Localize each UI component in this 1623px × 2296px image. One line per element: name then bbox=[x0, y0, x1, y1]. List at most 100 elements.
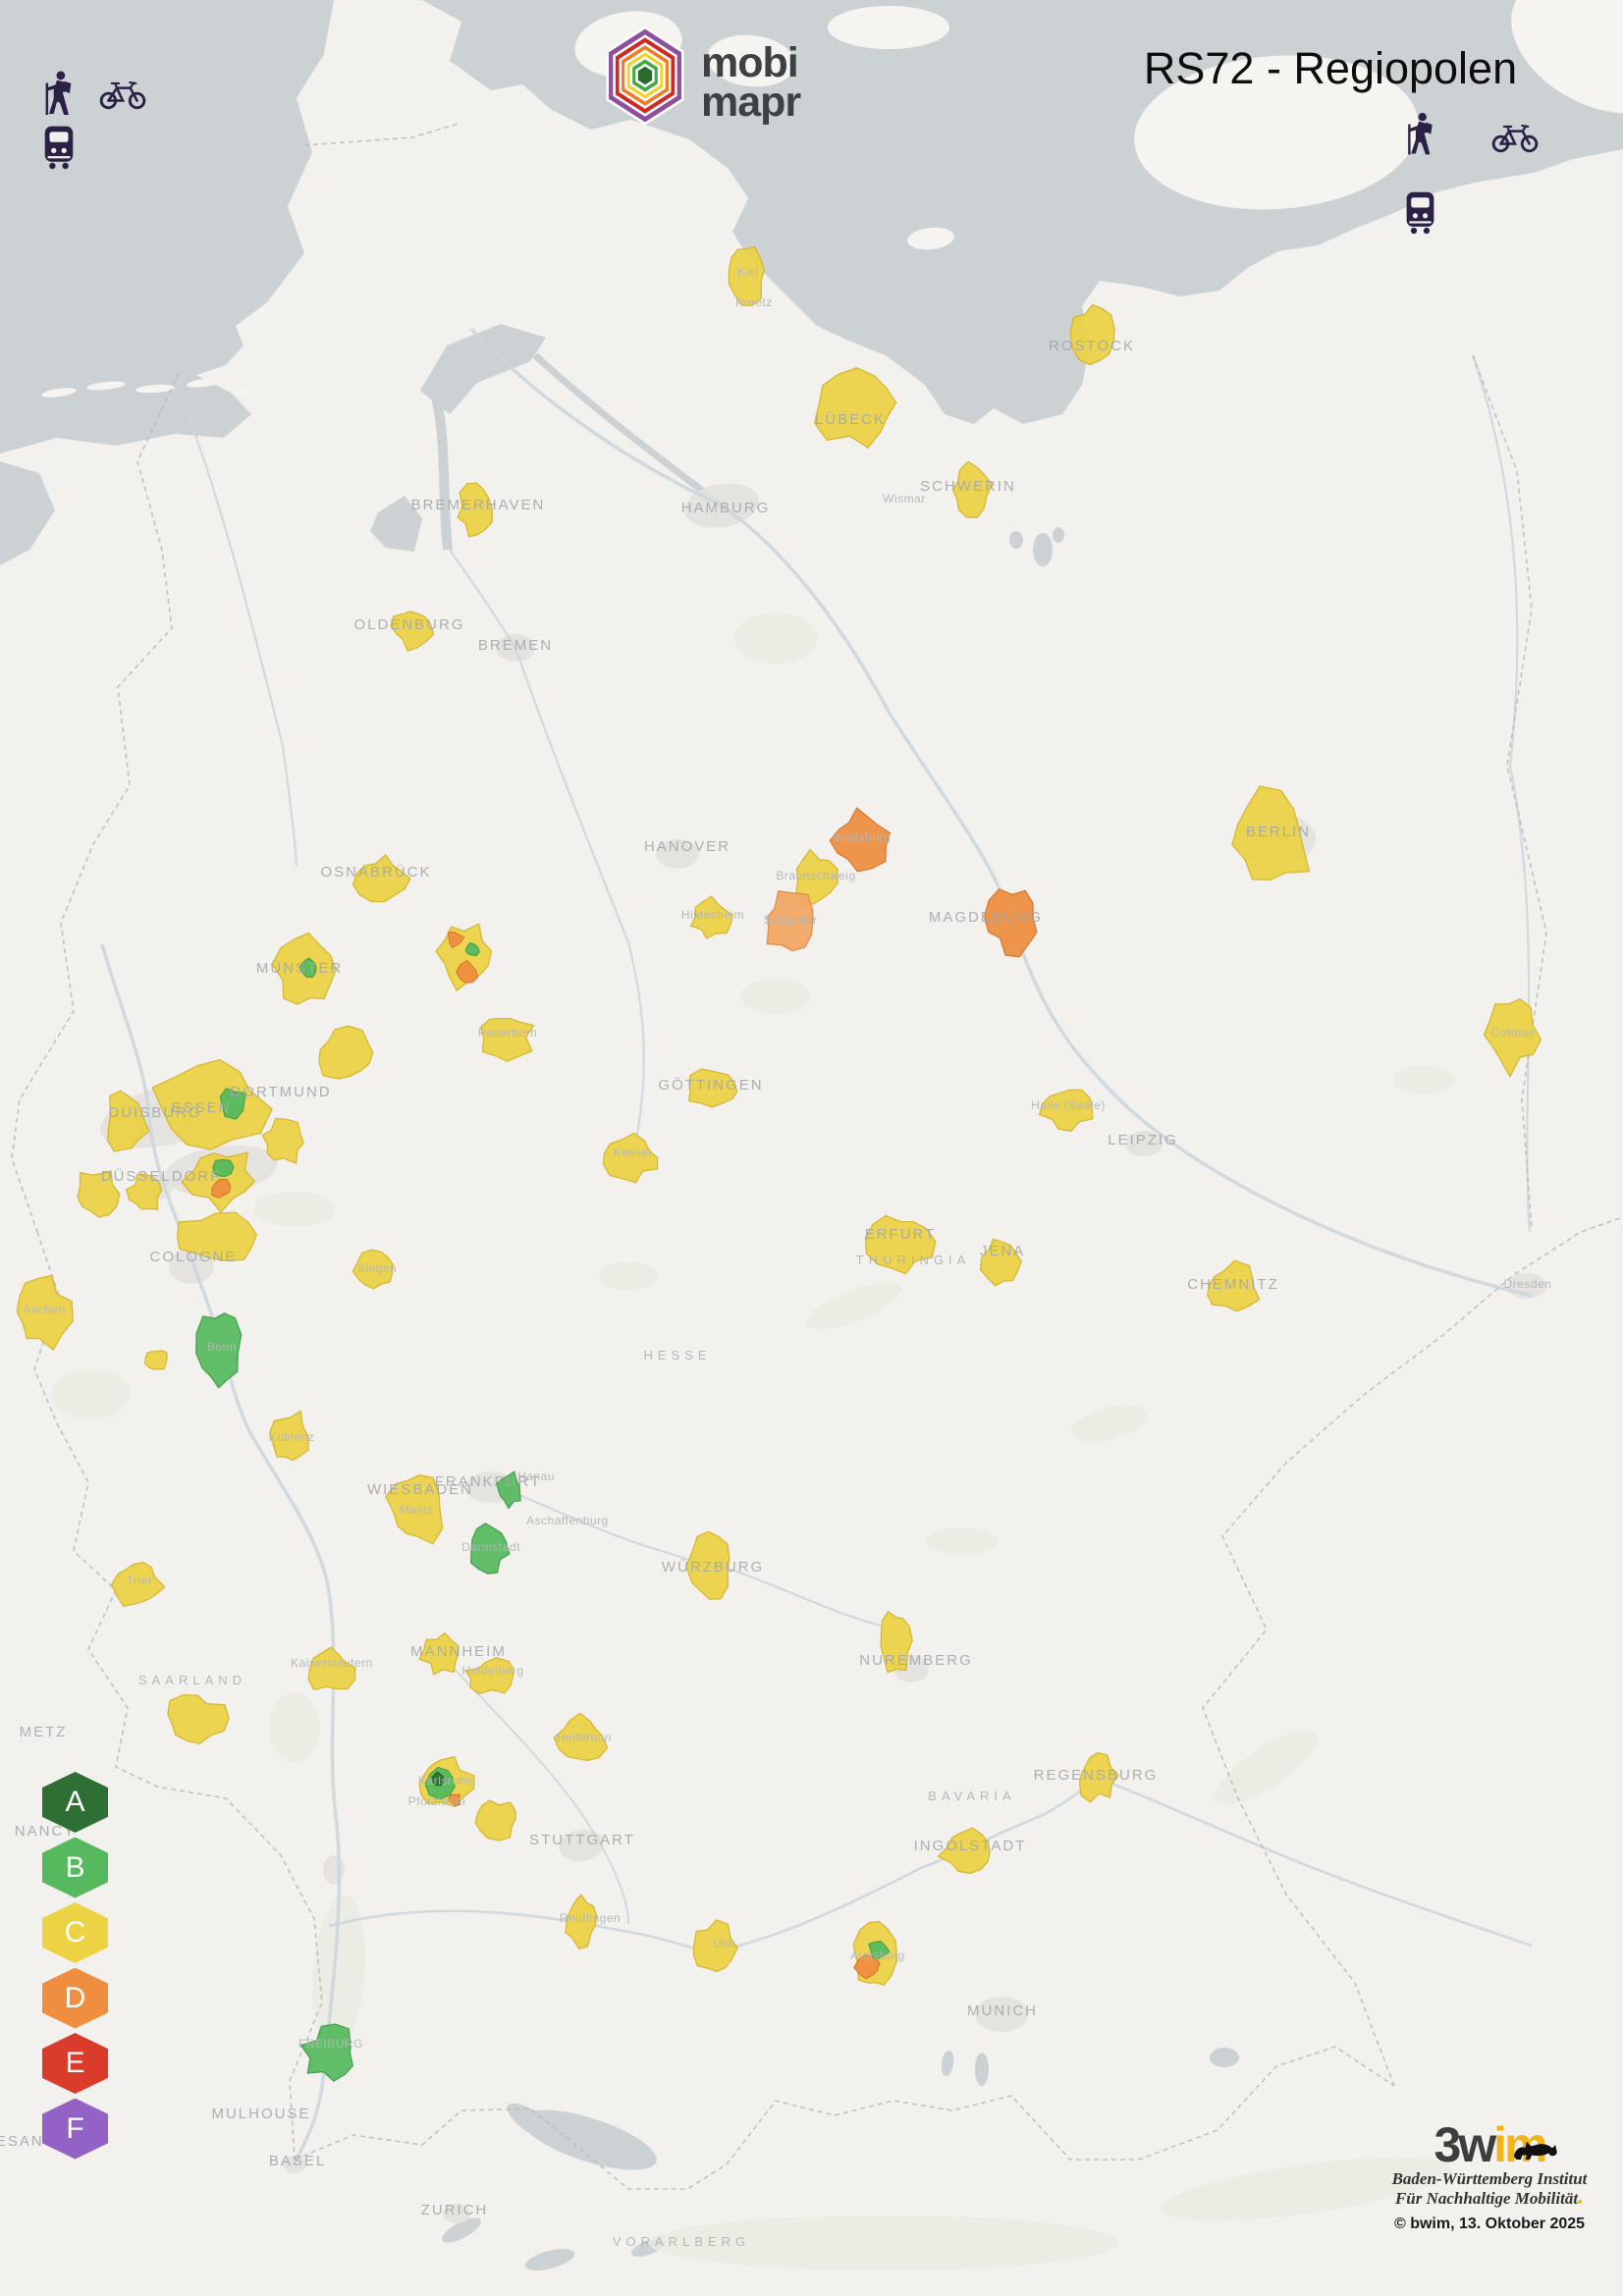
map-region-ingolstadt[interactable] bbox=[937, 1827, 991, 1875]
map-label: METZ bbox=[20, 1724, 68, 1740]
map-region-wuerzburg[interactable] bbox=[685, 1530, 730, 1600]
map-subregion-bielefeld-b[interactable] bbox=[464, 942, 480, 957]
map-label: Siegen bbox=[357, 1261, 397, 1275]
map-subregion-bielefeld-d[interactable] bbox=[447, 931, 465, 948]
map-region-ludwigsburg[interactable] bbox=[474, 1799, 516, 1842]
map-region-luebeck[interactable] bbox=[813, 367, 897, 449]
map-region-krefeld[interactable] bbox=[106, 1090, 150, 1152]
map-region-hildesheim[interactable] bbox=[689, 895, 733, 939]
map-region-rostock[interactable] bbox=[1069, 303, 1115, 366]
map-subregion-augsburg-b[interactable] bbox=[868, 1941, 891, 1960]
map-region-darmstadt[interactable] bbox=[469, 1522, 511, 1575]
map-label: Koblenz bbox=[269, 1430, 315, 1444]
map-region-regensburg[interactable] bbox=[1078, 1751, 1120, 1803]
map-region-mannheim[interactable] bbox=[418, 1631, 460, 1676]
map-region-kiel[interactable] bbox=[728, 245, 765, 307]
map-region-leverkusen[interactable] bbox=[177, 1211, 258, 1262]
map-subregion-wuppertal-b[interactable] bbox=[212, 1158, 235, 1177]
map-region-dueren[interactable] bbox=[143, 1350, 168, 1370]
map-label: BASEL bbox=[269, 2153, 326, 2169]
map-region-braunschweig[interactable] bbox=[795, 848, 839, 907]
map-label: ROSTOCK bbox=[1049, 338, 1135, 354]
map-label: Preetz bbox=[735, 295, 773, 309]
map-region-chemnitz[interactable] bbox=[1207, 1259, 1261, 1312]
map-subregion-karlsruhe-a[interactable] bbox=[431, 1771, 445, 1787]
map-region-cottbus[interactable] bbox=[1483, 997, 1542, 1079]
train-icon[interactable] bbox=[40, 125, 78, 171]
legend-grade-f[interactable]: F bbox=[42, 2098, 108, 2160]
map-label: Wismar bbox=[883, 492, 926, 506]
map-region-erfurt[interactable] bbox=[864, 1214, 937, 1275]
map-region-hagen[interactable] bbox=[261, 1117, 304, 1165]
hiker-icon[interactable] bbox=[1400, 110, 1439, 158]
map-subregion-muenster-b[interactable] bbox=[298, 957, 317, 978]
map-label: Darmstadt bbox=[461, 1540, 520, 1554]
legend-label: F bbox=[66, 2111, 84, 2145]
hiker-icon[interactable] bbox=[37, 69, 79, 118]
map-region-wolfsburg[interactable] bbox=[829, 807, 892, 873]
map-region-freiburg[interactable] bbox=[299, 2023, 354, 2082]
map-region-recklinghausen[interactable] bbox=[151, 1058, 273, 1150]
map-label: WIESBADEN bbox=[367, 1481, 473, 1498]
landuse-layer bbox=[51, 483, 1546, 2270]
map-label: HAMBURG bbox=[681, 500, 771, 516]
map-label: Heilbronn bbox=[557, 1731, 612, 1744]
legend-grade-c[interactable]: C bbox=[42, 1902, 108, 1963]
map-label: Karlsruhe bbox=[418, 1774, 473, 1788]
map-region-nuernberg[interactable] bbox=[880, 1610, 913, 1674]
map-region-paderborn[interactable] bbox=[479, 1017, 535, 1063]
map-region-heidelberg[interactable] bbox=[464, 1657, 514, 1695]
map-region-offenbach[interactable] bbox=[496, 1470, 521, 1510]
map-region-reutlingen[interactable] bbox=[565, 1894, 598, 1950]
map-label: LEIPZIG bbox=[1108, 1132, 1178, 1148]
map-region-kassel[interactable] bbox=[603, 1132, 659, 1184]
map-region-bonn[interactable] bbox=[195, 1312, 243, 1389]
map-label: MULHOUSE bbox=[211, 2106, 310, 2122]
map-region-jena[interactable] bbox=[979, 1238, 1022, 1287]
legend-grade-a[interactable]: A bbox=[42, 1772, 108, 1833]
train-icon[interactable] bbox=[1402, 190, 1438, 236]
map-region-magdeburg[interactable] bbox=[983, 888, 1038, 958]
map-subregion-wuppertal-d[interactable] bbox=[211, 1178, 232, 1199]
legend-grade-d[interactable]: D bbox=[42, 1967, 108, 2029]
map-region-moenchengladbach[interactable] bbox=[77, 1170, 121, 1218]
map-region-heilbronn[interactable] bbox=[553, 1712, 609, 1762]
map-region-goettingen[interactable] bbox=[687, 1068, 738, 1108]
map-region-saarbruecken[interactable] bbox=[167, 1693, 230, 1745]
map-label: Ulm bbox=[714, 1937, 736, 1950]
map-subregion-bielefeld-d[interactable] bbox=[456, 959, 479, 984]
map-region-wiesbaden-mainz[interactable] bbox=[385, 1474, 444, 1545]
map-region-schwerin[interactable] bbox=[951, 460, 994, 518]
map-region-ulm[interactable] bbox=[692, 1919, 738, 1973]
legend-label: B bbox=[65, 1850, 85, 1884]
map-region-hamm[interactable] bbox=[318, 1025, 374, 1080]
map-label: FREIBURG bbox=[298, 2037, 363, 2051]
page-title: RS72 - Regiopolen bbox=[1143, 43, 1518, 93]
map-label: MUNICH bbox=[967, 2002, 1038, 2019]
map-subregion-karlsruhe-d[interactable] bbox=[448, 1793, 461, 1807]
map-region-koblenz[interactable] bbox=[268, 1410, 309, 1462]
map-region-kaiserslautern[interactable] bbox=[307, 1646, 356, 1691]
legend-grade-b[interactable]: B bbox=[42, 1837, 108, 1898]
map-subregion-augsburg-d[interactable] bbox=[853, 1953, 881, 1980]
mobimapr-hexagon-logo-icon bbox=[606, 26, 684, 126]
copyright-text: © bwim, 13. Oktober 2025 bbox=[1393, 2216, 1586, 2233]
map-region-berlin[interactable] bbox=[1231, 785, 1311, 881]
legend-label: A bbox=[65, 1786, 85, 1818]
bicycle-icon[interactable] bbox=[99, 79, 146, 111]
map-region-halle[interactable] bbox=[1038, 1089, 1094, 1133]
bicycle-icon[interactable] bbox=[1491, 122, 1539, 154]
map-region-neuss[interactable] bbox=[125, 1173, 163, 1210]
map-region-osnabrueck[interactable] bbox=[352, 853, 411, 903]
map-region-aachen[interactable] bbox=[16, 1274, 74, 1352]
map-region-trier[interactable] bbox=[110, 1561, 166, 1608]
map-region-salzgitter[interactable] bbox=[766, 889, 814, 952]
map-region-bremerhaven[interactable] bbox=[457, 482, 493, 538]
legend-grade-e[interactable]: E bbox=[42, 2033, 108, 2094]
app-logo: mobi mapr bbox=[597, 24, 801, 128]
map-label: Kiel bbox=[737, 265, 759, 279]
map-region-siegen[interactable] bbox=[352, 1249, 395, 1290]
map-region-oldenburg[interactable] bbox=[390, 611, 435, 652]
map-subregion-recklinghausen-b[interactable] bbox=[219, 1088, 246, 1120]
map-label: DUISBURG bbox=[108, 1104, 201, 1121]
